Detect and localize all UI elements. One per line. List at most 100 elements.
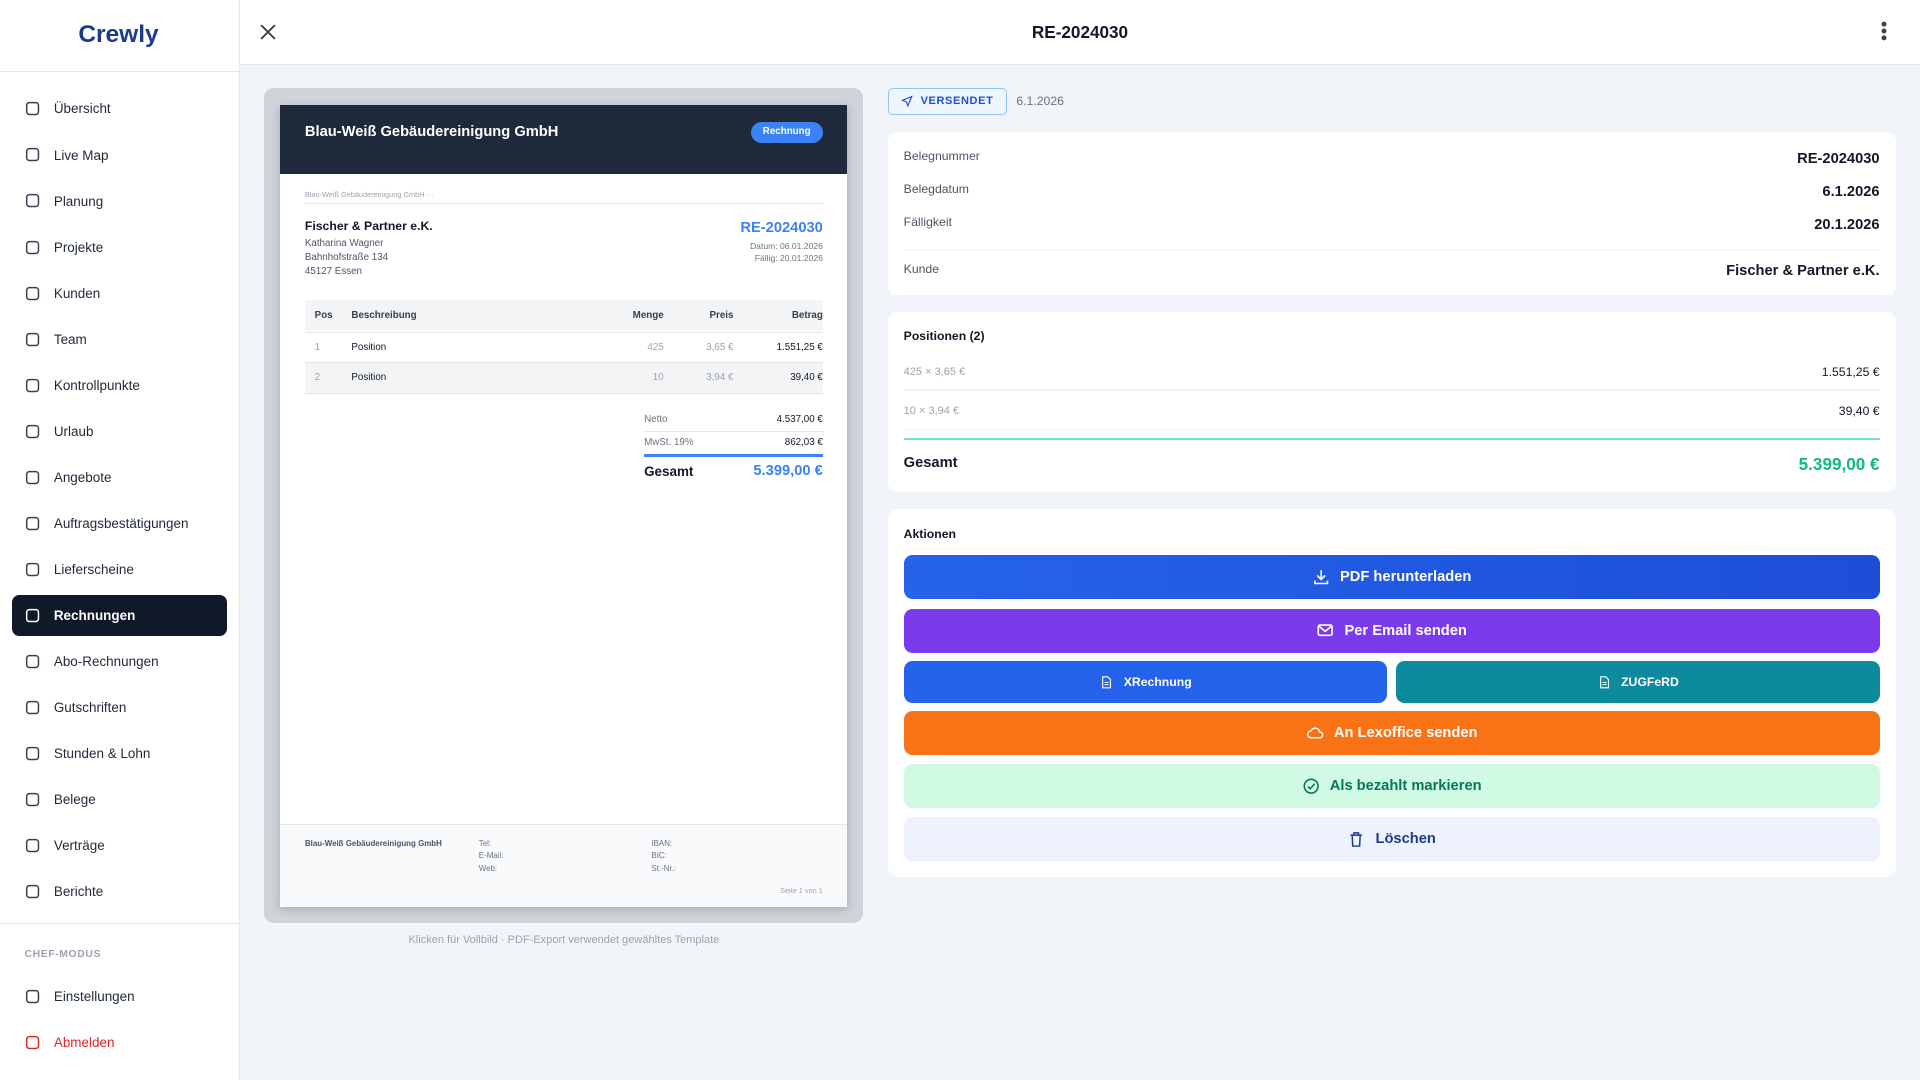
invoice-company: Blau-Weiß Gebäudereinigung GmbH — [304, 123, 559, 140]
icon — [1882, 21, 1887, 40]
table-cell: 425 — [647, 341, 664, 353]
nav-item[interactable]: Rechnungen — [12, 594, 227, 637]
invoice-badge: Rechnung — [750, 122, 823, 144]
nav-item[interactable]: Einstellungen — [12, 976, 226, 1018]
table-header: Beschreibung — [351, 309, 417, 321]
action-button[interactable]: An Lexoffice senden — [903, 711, 1880, 756]
position-desc: 425 × 3,65 € — [903, 366, 966, 379]
icon — [26, 700, 40, 715]
nav-item[interactable]: Team — [12, 318, 226, 360]
action-label: PDF herunterladen — [1339, 568, 1472, 585]
icon — [1313, 569, 1329, 584]
icon — [1317, 624, 1334, 637]
icon — [26, 332, 40, 346]
total-value: 5.399,00 € — [1798, 454, 1880, 475]
page-title: RE-2024030 — [1031, 22, 1129, 43]
menu-button[interactable] — [1873, 20, 1893, 44]
icon — [26, 1036, 40, 1050]
recipient-line: Katharina Wagner — [304, 237, 384, 249]
icon — [26, 424, 40, 438]
icon — [1102, 675, 1112, 689]
action-button[interactable]: Per Email senden — [903, 608, 1880, 653]
action-button[interactable]: Löschen — [903, 816, 1880, 861]
footer-bank: IBAN: — [651, 838, 673, 848]
actions-card: Aktionen PDF herunterladen Per Email sende… — [887, 509, 1896, 877]
action-button[interactable]: XRechnung — [903, 661, 1388, 703]
sidebar: Crewly Übersicht Live Map Planung Projekte Ku… — [0, 0, 240, 1080]
nav-item[interactable]: Abo-Rechnungen — [12, 641, 226, 683]
icon — [26, 194, 40, 208]
nav-item[interactable]: Live Map — [12, 134, 226, 176]
icon — [26, 470, 40, 484]
nav-label: Verträge — [53, 838, 105, 854]
icon — [26, 746, 40, 761]
details-card: Belegnummer RE-2024030 Belegdatum 6.1.2026 F… — [887, 132, 1896, 296]
nav-label: Auftragsbestätigungen — [53, 515, 189, 531]
position-amount: 39,40 € — [1838, 404, 1880, 419]
action-button[interactable]: Als bezahlt markieren — [903, 764, 1880, 809]
table-cell: 3,94 € — [706, 372, 734, 384]
nav-item[interactable]: Angebote — [12, 456, 226, 498]
footer-bank: St.-Nr.: — [651, 864, 677, 874]
nav-item[interactable]: Stunden & Lohn — [12, 733, 226, 775]
nav-item[interactable]: Kontrollpunkte — [12, 364, 226, 406]
footer-company: Blau-Weiß Gebäudereinigung GmbH — [304, 838, 442, 848]
table-cell: 39,40 € — [790, 372, 823, 384]
icon — [26, 654, 40, 669]
total-label: Gesamt — [644, 464, 694, 480]
icon — [26, 240, 40, 254]
nav-label: Berichte — [53, 884, 104, 900]
icon — [1350, 831, 1363, 847]
icon — [1306, 727, 1324, 739]
nav-item[interactable]: Übersicht — [12, 88, 226, 130]
nav-label: Abo-Rechnungen — [53, 653, 159, 669]
preview-frame[interactable]: Blau-Weiß Gebäudereinigung GmbH Rechnung B… — [264, 88, 864, 924]
nav-item[interactable]: Gutschriften — [12, 687, 226, 729]
table-row — [304, 331, 823, 364]
divider — [903, 389, 1880, 391]
nav-item[interactable]: Lieferscheine — [12, 549, 226, 591]
nav-item[interactable]: Auftragsbestätigungen — [12, 503, 226, 545]
icon — [26, 286, 40, 300]
total-value: 862,03 € — [784, 437, 823, 449]
nav-item[interactable]: Planung — [12, 180, 226, 222]
preview-caption: Klicken für Vollbild · PDF-Export verwen… — [408, 934, 720, 947]
icon — [26, 608, 40, 623]
sender-line: Blau-Weiß Gebäudereinigung GmbH · · — [304, 189, 434, 199]
nav-label: Kunden — [53, 285, 101, 301]
nav-item[interactable]: Abmelden — [12, 1022, 226, 1064]
nav-item[interactable]: Urlaub — [12, 410, 226, 452]
nav-item[interactable]: Kunden — [12, 272, 226, 314]
section-label: CHEF-MODUS — [24, 948, 102, 960]
nav-item[interactable]: Verträge — [12, 825, 226, 867]
nav-item[interactable]: Berichte — [12, 871, 226, 913]
nav-label: Abmelden — [53, 1035, 115, 1051]
total-value: 5.399,00 € — [753, 462, 823, 479]
recipient-line: 45127 Essen — [304, 265, 362, 277]
table-cell: 10 — [652, 372, 664, 384]
nav-label: Belege — [53, 792, 96, 808]
invoice-paper: Blau-Weiß Gebäudereinigung GmbH Rechnung B… — [280, 105, 848, 908]
total-label: MwSt. 19% — [644, 437, 694, 449]
action-label: Als bezahlt markieren — [1329, 778, 1482, 795]
divider — [0, 71, 239, 73]
nav-label: Planung — [53, 193, 104, 209]
recipient-line: Fischer & Partner e.K. — [304, 219, 433, 234]
action-label: Löschen — [1375, 830, 1436, 847]
nav-item[interactable]: Projekte — [12, 226, 226, 268]
close-button[interactable] — [257, 21, 279, 43]
table-row — [304, 362, 823, 395]
invoice-number: RE-2024030 — [740, 220, 823, 237]
nav-label: Team — [53, 331, 87, 347]
nav-label: Lieferscheine — [53, 561, 134, 577]
table-header: Menge — [632, 309, 664, 321]
action-button[interactable]: PDF herunterladen — [903, 554, 1880, 599]
header: RE-2024030 — [240, 0, 1920, 65]
nav-label: Gutschriften — [53, 700, 127, 715]
action-button[interactable]: ZUGFeRD — [1395, 661, 1880, 703]
nav-item[interactable]: Belege — [12, 779, 226, 821]
icon — [26, 148, 40, 162]
status-badge: VERSENDET — [887, 88, 1007, 115]
action-label: Per Email senden — [1344, 622, 1467, 639]
